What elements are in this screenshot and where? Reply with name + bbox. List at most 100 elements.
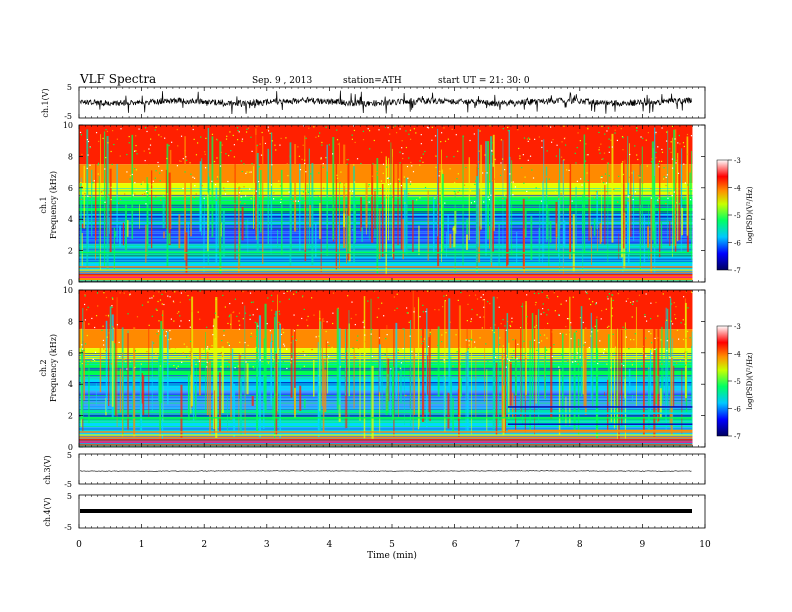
spectrogram-speckle (259, 359, 261, 361)
spectrogram-speckle (159, 299, 162, 301)
spectrogram-speckle (673, 302, 675, 304)
spectrogram-burst (270, 132, 273, 231)
spectrogram-speckle (374, 365, 376, 367)
spectrogram-speckle (135, 150, 137, 152)
spectrogram-speckle (129, 174, 132, 177)
spectrogram-speckle (484, 154, 486, 156)
spectrogram-speckle (92, 358, 94, 360)
spectrogram-burst (379, 391, 381, 434)
ch1-colorbar (716, 159, 729, 271)
spectrogram-speckle (538, 292, 540, 295)
spectrogram-speckle (606, 162, 608, 164)
spectrogram-speckle (403, 176, 405, 178)
spectrogram-burst (168, 172, 171, 245)
spectrogram-speckle (572, 361, 574, 363)
spectrogram-speckle (364, 341, 367, 343)
spectrogram-speckle (678, 338, 680, 340)
spectrogram-speckle (87, 363, 89, 365)
spectrogram-speckle (332, 153, 334, 155)
spectrogram-burst (141, 373, 143, 404)
spectrogram-speckle (553, 292, 555, 294)
spectrogram-speckle (184, 198, 186, 201)
freq-tick-label: 6 (68, 184, 73, 193)
spectrogram-speckle (380, 151, 383, 153)
spectrogram-burst (413, 307, 416, 415)
spectrogram-burst (381, 360, 383, 411)
spectrogram-speckle (191, 310, 193, 312)
spectrogram-speckle (419, 316, 421, 318)
spectrogram-speckle (397, 197, 399, 199)
spectrogram-speckle (299, 330, 301, 333)
freq-tick-label: 8 (68, 152, 73, 161)
spectrogram-burst (161, 329, 164, 439)
spectrogram-speckle (186, 184, 188, 187)
spectrogram-speckle (176, 165, 179, 167)
spectrogram-speckle (274, 313, 276, 315)
spectrogram-speckle (271, 348, 273, 350)
spectrogram-speckle (523, 137, 526, 139)
spectrogram-speckle (163, 333, 165, 335)
spectrogram-speckle (393, 202, 395, 204)
spectrogram-burst (139, 362, 142, 430)
spectrogram-speckle (500, 139, 503, 141)
spectrogram-speckle (325, 157, 327, 159)
spectrogram-burst (125, 204, 128, 251)
spectrogram-burst (299, 385, 302, 412)
spectrogram-speckle (466, 320, 468, 322)
spectrogram-speckle (271, 309, 273, 311)
spectrogram-speckle (661, 151, 664, 153)
spectrogram-burst (404, 394, 407, 397)
spectrogram-burst (347, 215, 350, 254)
spectrogram-speckle (608, 146, 610, 148)
spectrogram-speckle (87, 195, 89, 197)
spectrogram-speckle (187, 294, 189, 297)
spectrogram-burst (354, 202, 356, 243)
spectrogram-speckle (549, 346, 552, 349)
spectrogram-speckle (95, 315, 98, 317)
spectrogram-burst (351, 228, 354, 231)
spectrogram-speckle (655, 131, 657, 133)
spectrogram-speckle (645, 320, 648, 322)
spectrogram-speckle (111, 306, 113, 308)
spectrogram-speckle (275, 149, 277, 151)
spectrogram-speckle (83, 349, 85, 352)
spectrogram-speckle (155, 338, 157, 340)
spectrogram-speckle (238, 194, 241, 196)
spectrogram-speckle (671, 303, 673, 305)
spectrogram-speckle (475, 180, 477, 182)
spectrogram-speckle (95, 132, 98, 134)
spectrogram-speckle (435, 155, 437, 157)
spectrogram-speckle (286, 163, 288, 165)
spectrogram-speckle (214, 338, 217, 340)
spectrogram-speckle (224, 306, 226, 308)
spectrogram-burst (592, 327, 594, 408)
spectrogram-burst (653, 175, 656, 248)
spectrogram-speckle (382, 172, 384, 174)
spectrogram-speckle (268, 366, 270, 368)
spectrogram-speckle (90, 360, 92, 362)
spectrogram-speckle (149, 152, 151, 154)
spectrogram-speckle (582, 321, 584, 324)
spectrogram-speckle (144, 127, 147, 129)
spectrogram-hline (79, 414, 693, 416)
spectrogram-speckle (105, 296, 108, 299)
spectrogram-burst (246, 363, 249, 395)
spectrogram-speckle (82, 348, 84, 350)
spectrogram-speckle (387, 183, 390, 186)
ch1-colorbar-label: log(PSD)(V²/Hz) (746, 186, 754, 243)
spectrogram-speckle (258, 181, 260, 183)
colorbar-tick-label: -7 (734, 267, 741, 275)
ch3-waveform-panel: 5 -5 ch.3(V) (43, 451, 706, 489)
spectrogram-speckle (441, 341, 443, 343)
ch2-spectrogram-ylabel: Frequency (kHz) (49, 334, 58, 402)
spectrogram-speckle (482, 299, 484, 301)
spectrogram-speckle (195, 363, 197, 366)
spectrogram-speckle (553, 344, 555, 346)
spectrogram-speckle (678, 134, 680, 137)
spectrogram-burst (205, 331, 207, 412)
spectrogram-burst (106, 136, 109, 271)
spectrogram-speckle (590, 303, 592, 306)
spectrogram-burst (105, 125, 107, 237)
spectrogram-speckle (340, 171, 342, 173)
spectrogram-speckle (522, 172, 525, 174)
